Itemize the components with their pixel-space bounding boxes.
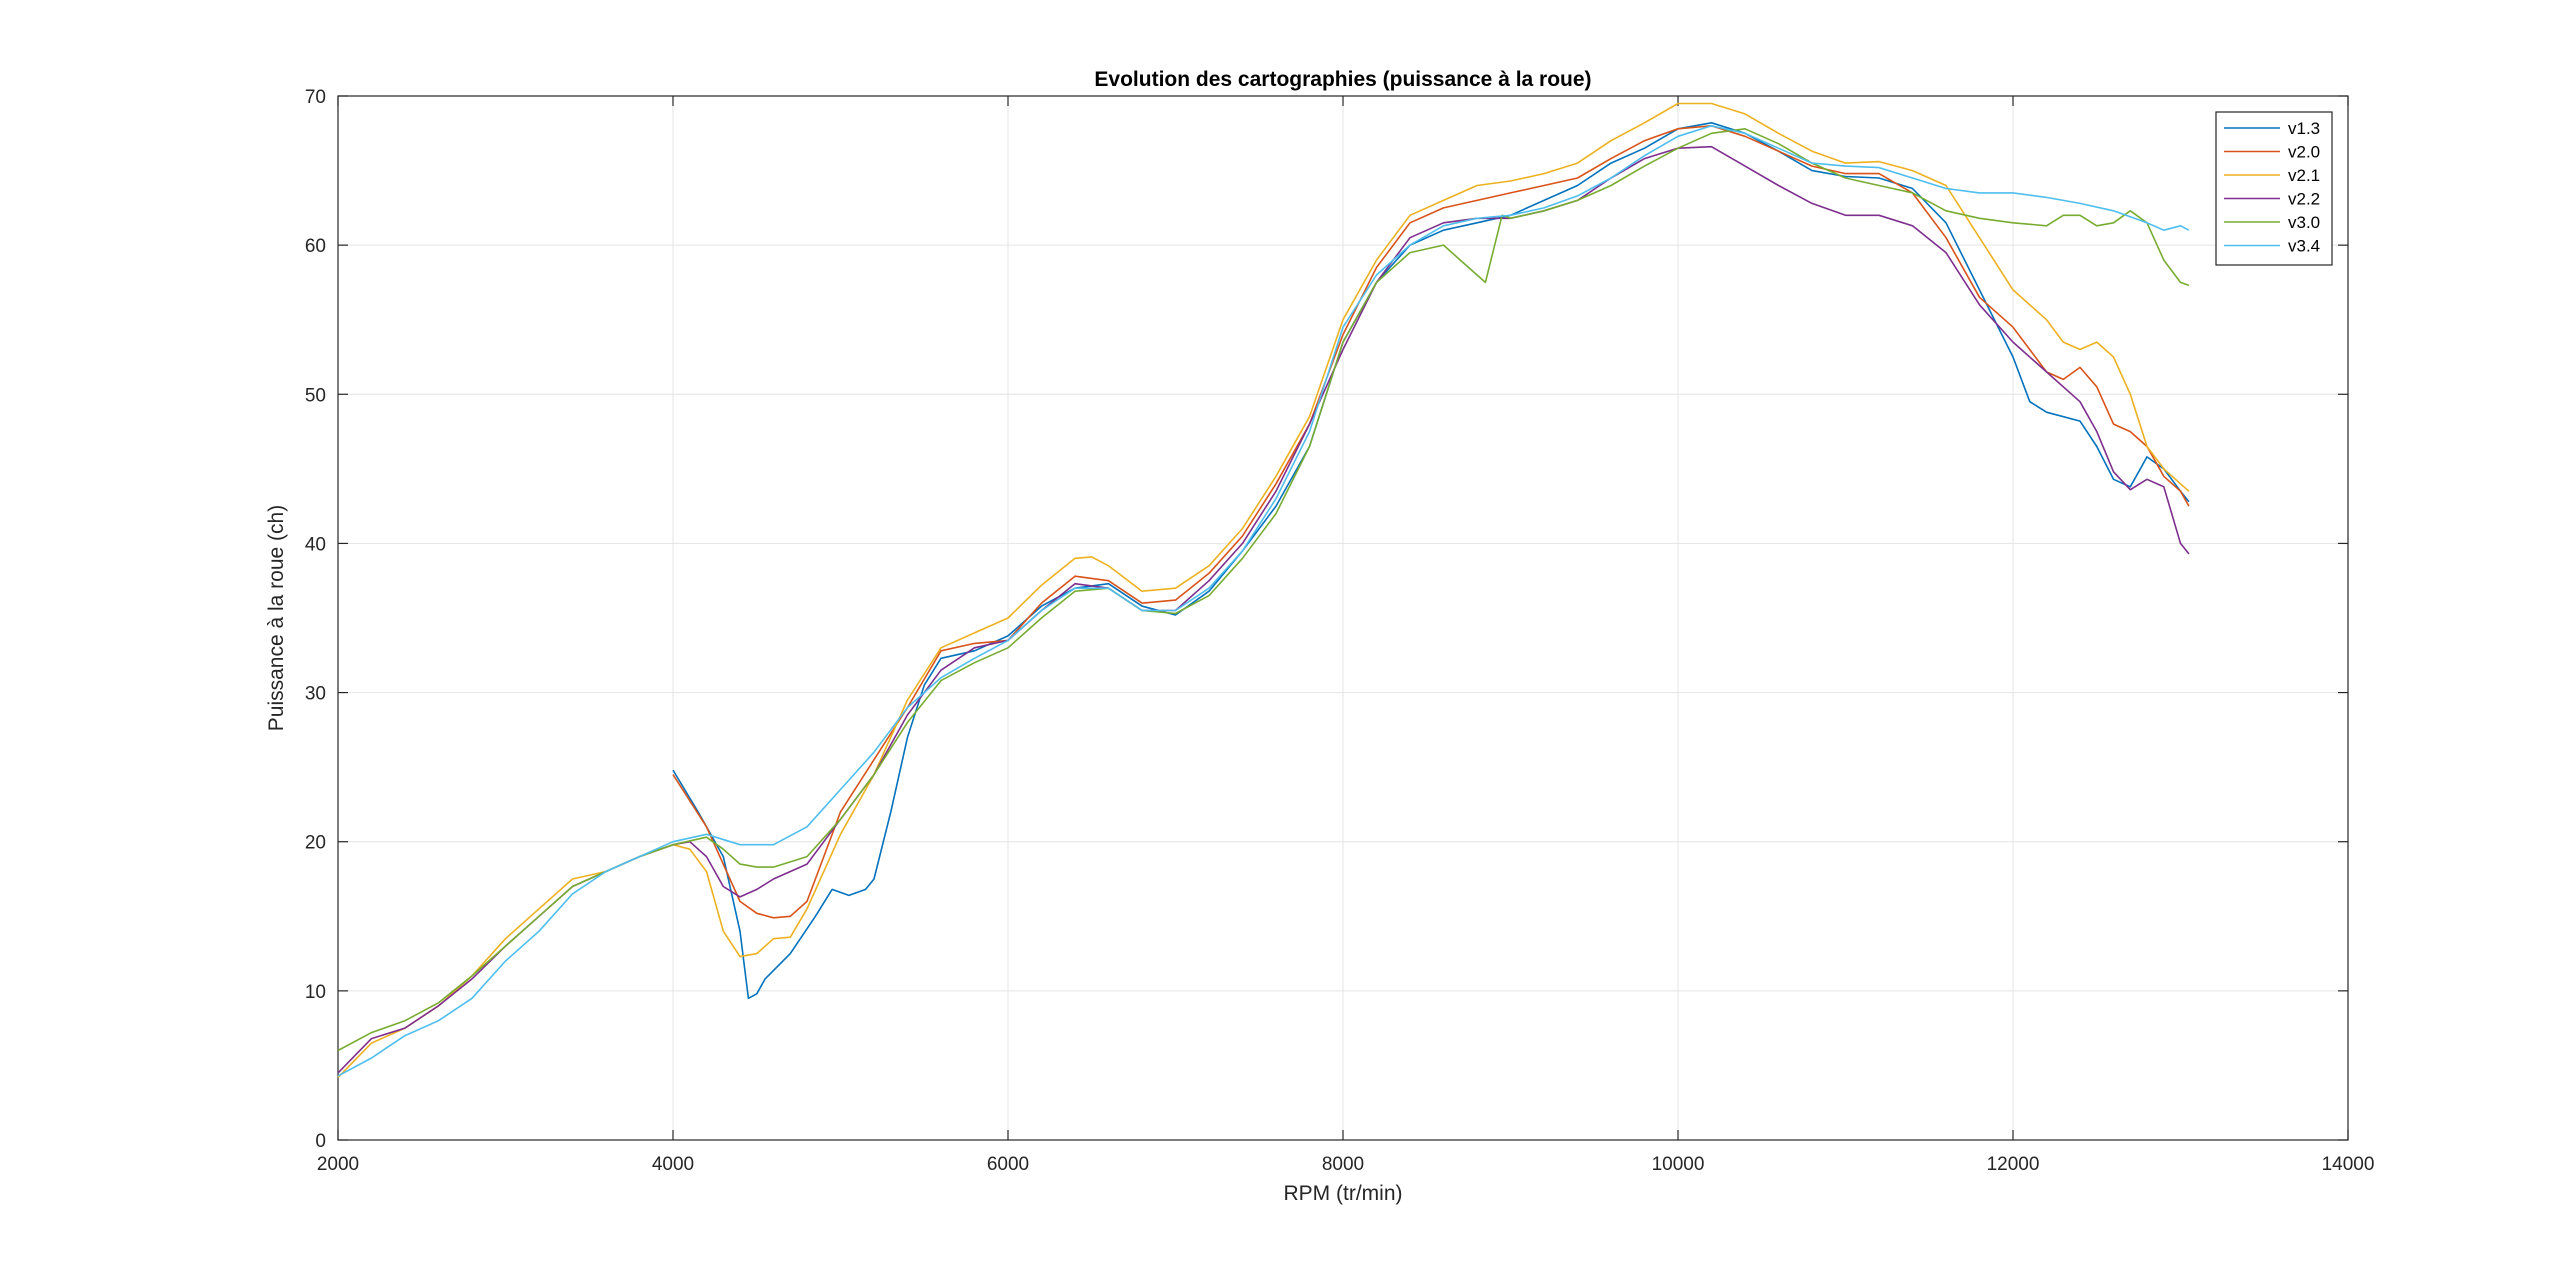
x-tick-label: 6000 <box>987 1154 1029 1175</box>
series-lines <box>337 102 2190 1078</box>
y-tick-label: 0 <box>315 1131 326 1152</box>
series-line-v3.4 <box>337 125 2190 1077</box>
legend-label-v2.1: v2.1 <box>2288 166 2320 185</box>
legend-label-v2.2: v2.2 <box>2288 190 2320 209</box>
y-tick-label: 40 <box>305 534 326 555</box>
y-tick-label: 20 <box>305 833 326 854</box>
x-axis-label: RPM (tr/min) <box>1284 1182 1403 1205</box>
y-tick-label: 10 <box>305 982 326 1003</box>
y-tick-label: 30 <box>305 684 326 705</box>
x-tick-label: 4000 <box>652 1154 694 1175</box>
y-tick-label: 50 <box>305 385 326 406</box>
y-tick-label: 70 <box>305 87 326 108</box>
legend-box <box>2215 111 2333 266</box>
y-axis-label: Puissance à la roue (ch) <box>265 505 288 731</box>
x-tick-label: 2000 <box>317 1154 359 1175</box>
series-line-v3.0 <box>337 128 2190 1052</box>
series-line-v2.0 <box>672 125 2190 919</box>
legend: v1.3 v2.0 v2.1 v2.2 v3.0 v3.4 <box>2215 111 2333 266</box>
legend-label-v3.0: v3.0 <box>2288 213 2320 232</box>
x-tick-label: 8000 <box>1322 1154 1364 1175</box>
series-line-v2.2 <box>337 145 2190 1074</box>
series-line-v1.3 <box>672 122 2190 1000</box>
series-line-v2.1 <box>337 102 2190 1078</box>
chart-title: Evolution des cartographies (puissance à… <box>1094 68 1591 91</box>
legend-label-v2.0: v2.0 <box>2288 143 2320 162</box>
legend-label-v3.4: v3.4 <box>2288 237 2320 256</box>
grid-lines <box>337 95 2349 1141</box>
x-tick-label: 10000 <box>1652 1154 1705 1175</box>
axis-ticks: 2000 4000 6000 8000 10000 12000 14000 0 10 20 30 40… <box>305 87 2375 1175</box>
x-tick-label: 12000 <box>1987 1154 2040 1175</box>
x-tick-label: 14000 <box>2322 1154 2375 1175</box>
legend-label-v1.3: v1.3 <box>2288 119 2320 138</box>
y-tick-label: 60 <box>305 236 326 257</box>
